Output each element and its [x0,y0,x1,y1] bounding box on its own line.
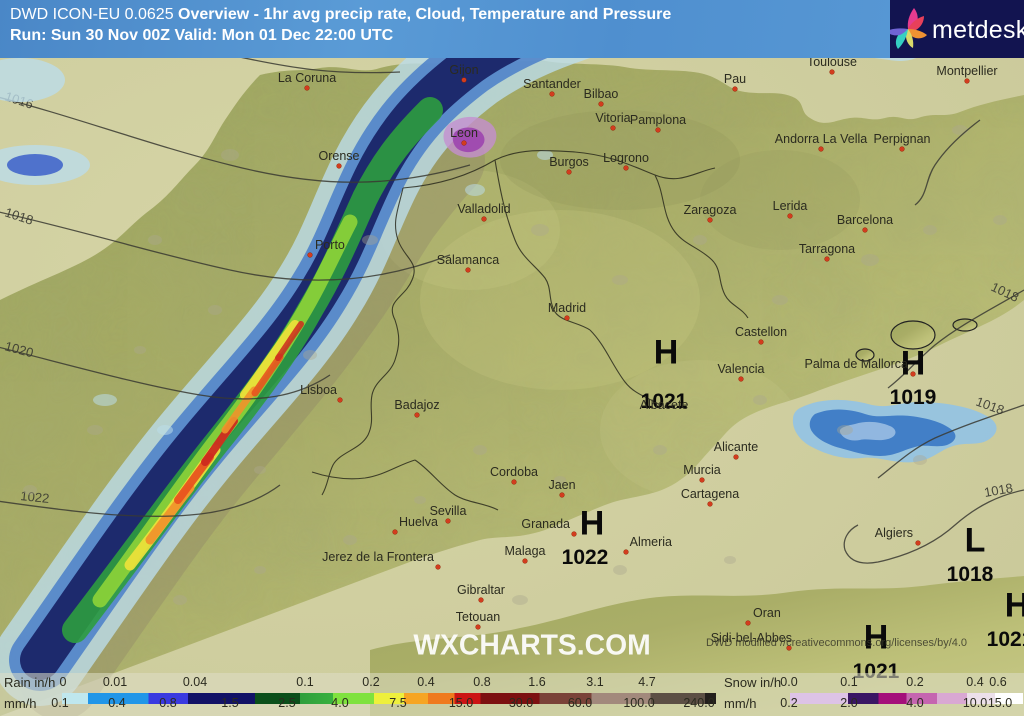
svg-text:metdesk: metdesk [932,16,1024,44]
